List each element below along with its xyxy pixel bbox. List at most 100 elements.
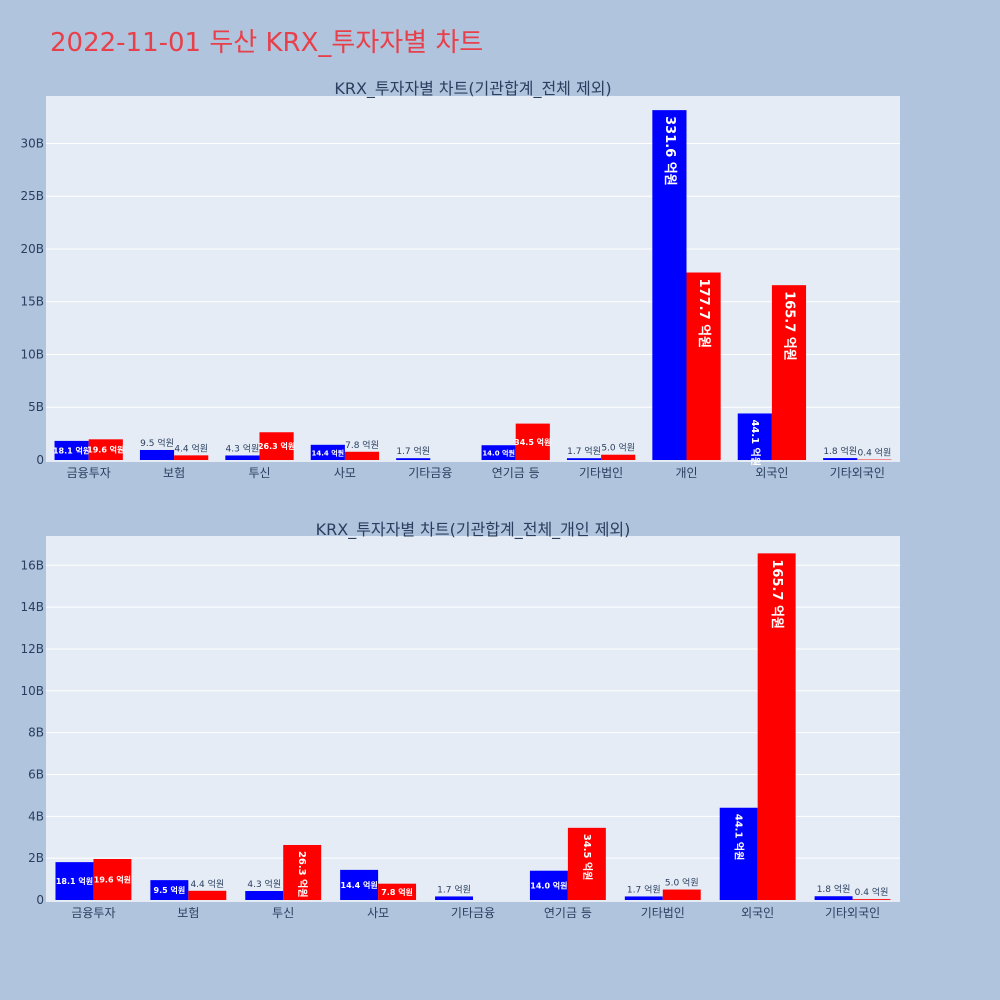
bar-value-label: 44.1 억원 [749, 419, 762, 466]
bar [481, 445, 516, 460]
bar [54, 440, 89, 460]
bar-value-label: 4.3 억원 [226, 442, 260, 454]
y-tick-label: 10B [20, 684, 44, 698]
bar-value-label: 1.8 억원 [823, 445, 857, 457]
y-tick-label: 12B [20, 642, 44, 656]
plot-area [46, 96, 900, 462]
bar [737, 413, 772, 460]
y-tick-label: 8B [28, 726, 44, 740]
bar-value-label: 34.5 억원 [514, 437, 551, 447]
bar [515, 423, 550, 460]
bar [93, 858, 132, 900]
x-tick-label: 사모 [367, 906, 389, 920]
x-tick-label: 기타외국인 [825, 906, 880, 920]
y-tick-label: 2B [28, 851, 44, 865]
bar [601, 454, 636, 460]
bar [340, 869, 379, 900]
bar-value-label: 331.6 억원 [662, 116, 677, 186]
bar [757, 553, 796, 900]
bar [529, 870, 568, 900]
bar-value-label: 9.5 억원 [140, 437, 174, 449]
page-title: 2022-11-01 두산 KRX_투자자별 차트 [50, 28, 484, 58]
bar-value-label: 26.3 억원 [258, 441, 295, 451]
bar-value-label: 18.1 억원 [53, 445, 90, 455]
bar-value-label: 9.5 억원 [154, 885, 186, 895]
y-tick-label: 16B [20, 558, 44, 572]
bar-value-label: 14.4 억원 [312, 448, 345, 457]
bar [88, 439, 123, 460]
bar [245, 891, 284, 900]
bar [225, 455, 260, 460]
bar [652, 110, 687, 460]
bar-value-label: 1.8 억원 [817, 883, 851, 895]
bar-value-label: 14.0 억원 [482, 449, 515, 458]
bar [188, 890, 227, 900]
x-tick-label: 사모 [334, 466, 356, 480]
bar [174, 455, 209, 460]
subplot-title: KRX_투자자별 차트(기관합계_전체_개인 제외) [316, 520, 631, 540]
y-tick-label: 15B [20, 295, 44, 309]
bar-value-label: 4.4 억원 [190, 878, 224, 890]
bar [719, 807, 758, 900]
bar [139, 449, 175, 460]
bar [771, 285, 807, 460]
bar-value-label: 19.6 억원 [94, 874, 131, 884]
x-tick-label: 개인 [675, 466, 697, 480]
bar-value-label: 26.3 억원 [296, 851, 309, 898]
bar-value-label: 1.7 억원 [437, 883, 471, 895]
x-tick-label: 투신 [248, 466, 270, 480]
bar-value-label: 14.4 억원 [341, 880, 378, 890]
bar [378, 883, 417, 900]
y-tick-label: 5B [28, 400, 44, 414]
x-tick-label: 보험 [177, 906, 199, 920]
bar [624, 896, 663, 900]
bar [814, 896, 853, 900]
y-tick-label: 14B [20, 600, 44, 614]
bar [852, 899, 891, 900]
x-tick-label: 보험 [163, 466, 185, 480]
bar [662, 889, 701, 900]
bar-value-label: 14.0 억원 [530, 880, 567, 890]
subplot-title: KRX_투자자별 차트(기관합계_전체 제외) [334, 79, 611, 99]
bar [567, 827, 606, 900]
x-tick-label: 외국인 [741, 906, 774, 920]
x-tick-label: 기타법인 [579, 466, 623, 480]
y-tick-label: 25B [20, 189, 44, 203]
bar [686, 272, 721, 460]
bar [310, 444, 345, 460]
bar [344, 451, 380, 460]
bar-value-label: 1.7 억원 [567, 445, 601, 457]
bar-value-label: 7.8 억원 [381, 887, 413, 897]
x-tick-label: 외국인 [755, 466, 788, 480]
x-tick-label: 연기금 등 [492, 466, 540, 480]
y-tick-label: 6B [28, 767, 44, 781]
y-tick-label: 20B [20, 242, 44, 256]
bar-value-label: 165.7 억원 [781, 291, 796, 361]
bar [259, 432, 294, 460]
bar [396, 458, 431, 460]
bar-value-label: 5.0 억원 [601, 442, 635, 454]
x-tick-label: 기타법인 [641, 906, 685, 920]
x-tick-label: 기타외국인 [830, 466, 885, 480]
bar-value-label: 19.6 억원 [87, 445, 124, 455]
bar-value-label: 18.1 억원 [56, 876, 93, 886]
bar-value-label: 44.1 억원 [733, 814, 746, 861]
y-tick-label: 10B [20, 347, 44, 361]
bar [55, 862, 94, 900]
x-tick-label: 금융투자 [71, 906, 115, 920]
x-tick-label: 기타금융 [408, 466, 452, 480]
bar-value-label: 1.7 억원 [396, 445, 430, 457]
bar-value-label: 177.7 억원 [696, 279, 711, 349]
y-tick-label: 0 [36, 453, 44, 467]
x-tick-label: 투신 [272, 906, 294, 920]
bar-value-label: 0.4 억원 [855, 886, 889, 898]
bar-value-label: 1.7 억원 [627, 883, 661, 895]
bar-value-label: 34.5 억원 [581, 834, 594, 881]
bar-value-label: 4.3 억원 [247, 878, 281, 890]
bar [435, 896, 473, 900]
x-tick-label: 금융투자 [67, 466, 111, 480]
bar-value-label: 0.4 억원 [858, 447, 892, 459]
bar-value-label: 4.4 억원 [174, 442, 208, 454]
bar-value-label: 7.8 억원 [345, 439, 379, 451]
